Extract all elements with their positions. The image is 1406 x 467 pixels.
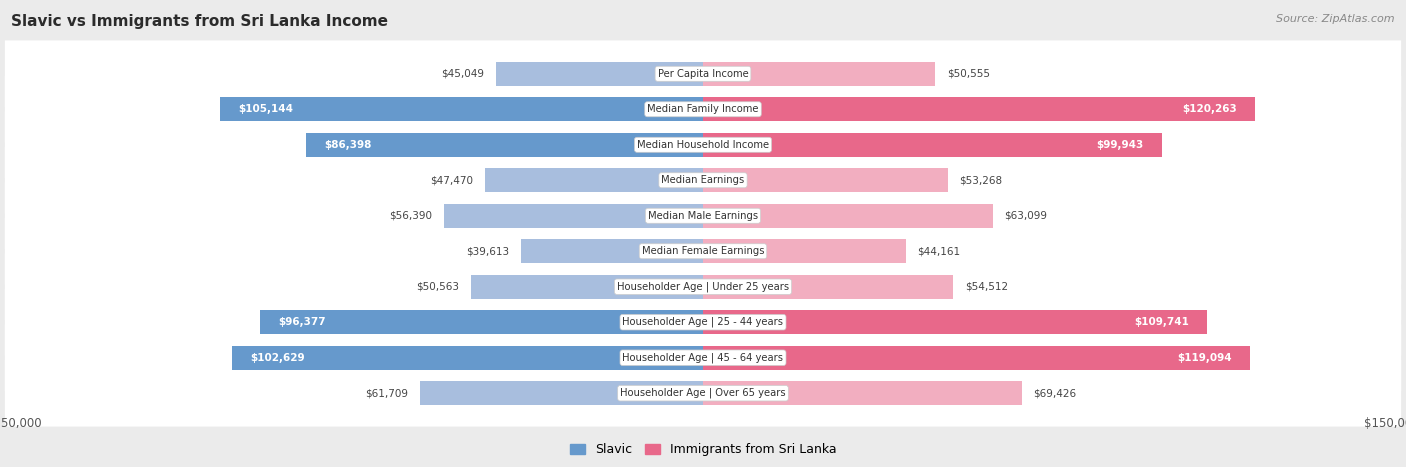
- Text: $120,263: $120,263: [1182, 104, 1237, 114]
- FancyBboxPatch shape: [4, 147, 1402, 213]
- FancyBboxPatch shape: [4, 41, 1402, 107]
- Bar: [496, 62, 703, 86]
- Text: $54,512: $54,512: [965, 282, 1008, 292]
- Bar: [444, 204, 703, 228]
- Text: Median Family Income: Median Family Income: [647, 104, 759, 114]
- Text: Householder Age | 45 - 64 years: Householder Age | 45 - 64 years: [623, 353, 783, 363]
- Bar: [703, 381, 1022, 405]
- Bar: [522, 239, 703, 263]
- Bar: [703, 168, 948, 192]
- Bar: [703, 133, 1161, 157]
- FancyBboxPatch shape: [4, 360, 1402, 426]
- Text: $63,099: $63,099: [1004, 211, 1047, 221]
- FancyBboxPatch shape: [4, 325, 1402, 391]
- Bar: [471, 275, 703, 299]
- Text: Householder Age | Under 25 years: Householder Age | Under 25 years: [617, 282, 789, 292]
- Bar: [307, 133, 703, 157]
- Text: $99,943: $99,943: [1097, 140, 1143, 150]
- FancyBboxPatch shape: [4, 76, 1402, 142]
- Bar: [703, 275, 953, 299]
- FancyBboxPatch shape: [4, 183, 1402, 249]
- Text: $44,161: $44,161: [917, 246, 960, 256]
- FancyBboxPatch shape: [4, 289, 1402, 355]
- Text: $50,555: $50,555: [946, 69, 990, 79]
- Bar: [703, 97, 1256, 121]
- Bar: [703, 204, 993, 228]
- Text: $69,426: $69,426: [1033, 388, 1077, 398]
- Text: Source: ZipAtlas.com: Source: ZipAtlas.com: [1277, 14, 1395, 24]
- Legend: Slavic, Immigrants from Sri Lanka: Slavic, Immigrants from Sri Lanka: [565, 439, 841, 461]
- Text: Householder Age | 25 - 44 years: Householder Age | 25 - 44 years: [623, 317, 783, 327]
- Text: Slavic vs Immigrants from Sri Lanka Income: Slavic vs Immigrants from Sri Lanka Inco…: [11, 14, 388, 29]
- Bar: [221, 97, 703, 121]
- Bar: [419, 381, 703, 405]
- Text: Median Household Income: Median Household Income: [637, 140, 769, 150]
- FancyBboxPatch shape: [4, 218, 1402, 284]
- FancyBboxPatch shape: [4, 254, 1402, 320]
- Bar: [703, 346, 1250, 370]
- Text: Per Capita Income: Per Capita Income: [658, 69, 748, 79]
- Bar: [260, 310, 703, 334]
- Text: $105,144: $105,144: [239, 104, 294, 114]
- Text: $50,563: $50,563: [416, 282, 460, 292]
- Text: $45,049: $45,049: [441, 69, 485, 79]
- Text: $47,470: $47,470: [430, 175, 474, 185]
- Text: $53,268: $53,268: [959, 175, 1002, 185]
- Bar: [232, 346, 703, 370]
- Text: $39,613: $39,613: [467, 246, 509, 256]
- Bar: [485, 168, 703, 192]
- FancyBboxPatch shape: [4, 112, 1402, 178]
- Text: $56,390: $56,390: [389, 211, 433, 221]
- Bar: [703, 62, 935, 86]
- Text: $86,398: $86,398: [325, 140, 373, 150]
- Text: $96,377: $96,377: [278, 317, 326, 327]
- Text: $109,741: $109,741: [1133, 317, 1188, 327]
- Text: Householder Age | Over 65 years: Householder Age | Over 65 years: [620, 388, 786, 398]
- Text: Median Female Earnings: Median Female Earnings: [641, 246, 765, 256]
- Text: Median Earnings: Median Earnings: [661, 175, 745, 185]
- Text: $61,709: $61,709: [366, 388, 408, 398]
- Bar: [703, 310, 1206, 334]
- Text: Median Male Earnings: Median Male Earnings: [648, 211, 758, 221]
- Bar: [703, 239, 905, 263]
- Text: $102,629: $102,629: [250, 353, 305, 363]
- Text: $119,094: $119,094: [1177, 353, 1232, 363]
